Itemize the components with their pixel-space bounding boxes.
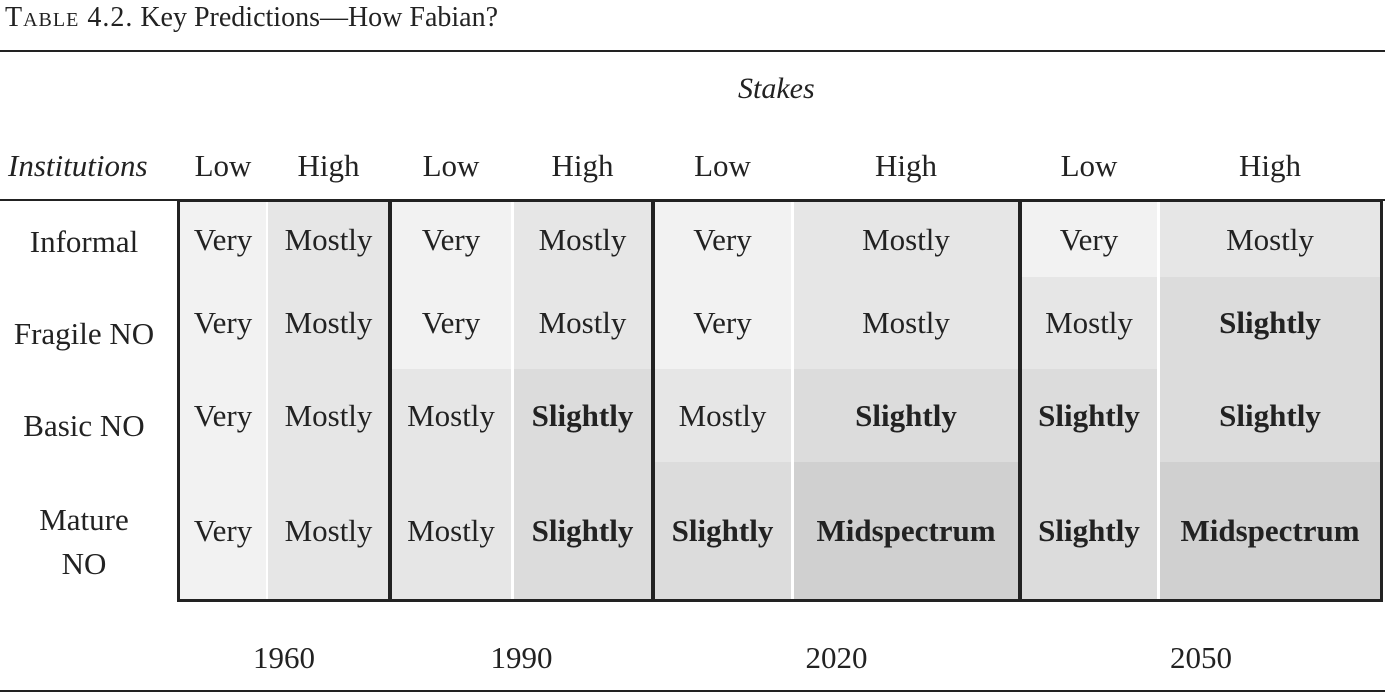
year-label: 2020 [805, 640, 868, 675]
table-cell: Very [654, 202, 791, 277]
table-cell: Slightly [514, 462, 651, 600]
year-label: 2050 [1170, 640, 1232, 675]
table-cell: Mostly [268, 369, 389, 462]
row-label: Mature NO [39, 502, 129, 581]
year-label: 1960 [253, 640, 315, 675]
table-cell: Very [654, 277, 791, 369]
table-cell: Slightly [654, 462, 791, 600]
table-cell: Very [391, 202, 511, 277]
column-header-7: High [1239, 148, 1301, 183]
table-cell: Very [180, 277, 266, 369]
column-header-6: Low [1060, 148, 1118, 183]
table-cell: Slightly [514, 369, 651, 462]
table-cell: Mostly [391, 462, 511, 600]
table-cell: Very [180, 202, 266, 277]
top-rule [0, 50, 1385, 52]
column-header-4: Low [694, 148, 751, 183]
column-header-1: High [297, 148, 360, 183]
table-cell: Mostly [654, 369, 791, 462]
year-label: 1990 [490, 640, 553, 675]
table-cell: Very [180, 462, 266, 600]
row-label: Basic NO [23, 408, 145, 443]
header-rule-right [1380, 199, 1385, 201]
table-cell: Slightly [1160, 277, 1380, 369]
header-rule-left [0, 199, 180, 201]
row-label: Informal [29, 224, 139, 259]
table-cell: Slightly [794, 369, 1018, 462]
column-header-3: High [551, 148, 614, 183]
table-cell: Mostly [794, 202, 1018, 277]
table-cell: Very [1021, 202, 1157, 277]
table-title: Key Predictions—How Fabian? [140, 2, 499, 33]
table-number: Table 4.2. [5, 2, 134, 33]
table-cell: Very [391, 277, 511, 369]
table-cell: Slightly [1021, 369, 1157, 462]
row-label: Fragile NO [13, 316, 155, 351]
column-header-5: High [875, 148, 937, 183]
table-cell: Midspectrum [794, 462, 1018, 600]
column-header-0: Low [194, 148, 252, 183]
table-cell: Mostly [268, 277, 389, 369]
bottom-rule [0, 690, 1385, 692]
table-cell: Mostly [1160, 202, 1380, 277]
institutions-header: Institutions [8, 148, 148, 183]
table-cell: Mostly [391, 369, 511, 462]
table-cell: Slightly [1160, 369, 1380, 462]
table-cell: Very [180, 369, 266, 462]
column-header-2: Low [422, 148, 480, 183]
table-cell: Midspectrum [1160, 462, 1380, 600]
table-cell: Mostly [268, 462, 389, 600]
table-cell: Mostly [1021, 277, 1157, 369]
table-cell: Mostly [514, 277, 651, 369]
table-caption: Table 4.2. Key Predictions—How Fabian? [5, 2, 498, 34]
table-cell: Mostly [514, 202, 651, 277]
table-cell: Mostly [794, 277, 1018, 369]
stakes-header: Stakes [738, 72, 815, 105]
table-cell: Mostly [268, 202, 389, 277]
table-cell: Slightly [1021, 462, 1157, 600]
